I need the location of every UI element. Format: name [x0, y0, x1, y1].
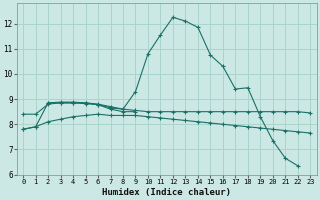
X-axis label: Humidex (Indice chaleur): Humidex (Indice chaleur) — [102, 188, 231, 197]
